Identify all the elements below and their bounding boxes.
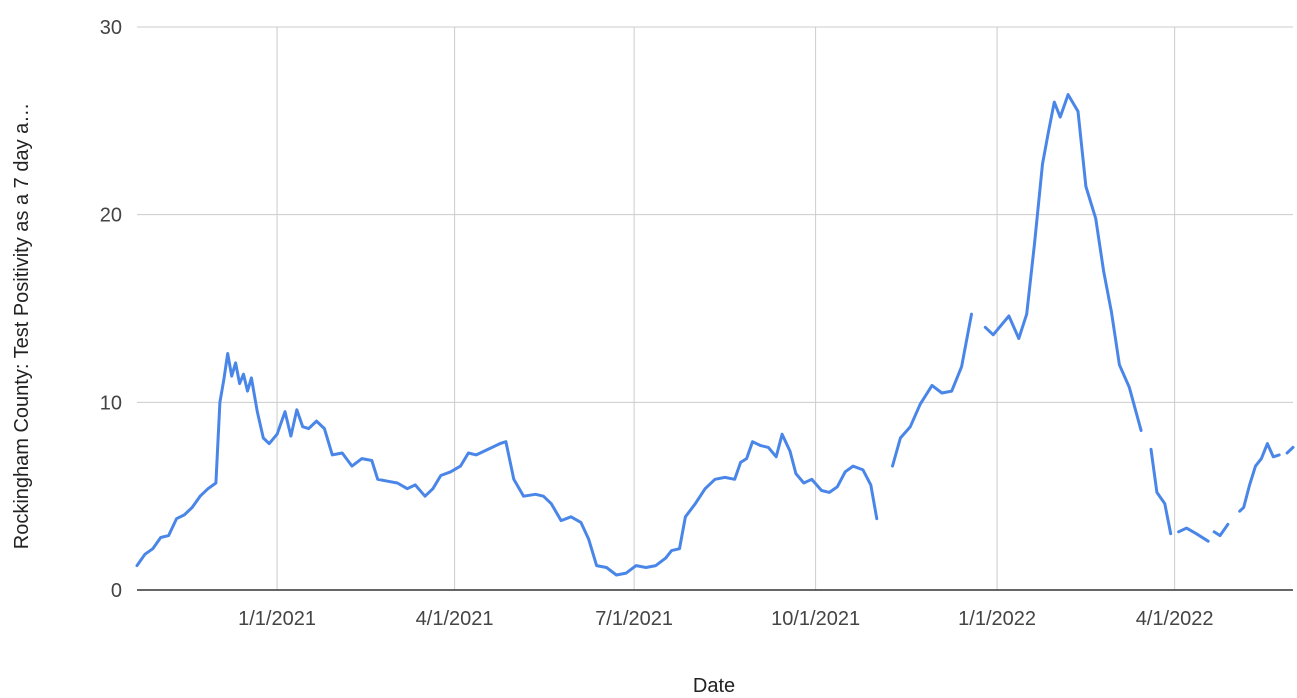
series-line-segment — [1177, 526, 1210, 543]
y-tick-label: 0 — [111, 580, 122, 602]
x-axis-ticks: 1/1/2021 4/1/2021 7/1/2021 10/1/2021 1/1/202… — [238, 608, 1213, 630]
series-line-segment — [135, 352, 879, 577]
y-tick-label: 20 — [100, 205, 122, 227]
x-tick-label: 1/1/2022 — [958, 608, 1036, 630]
x-axis-title: Date — [693, 675, 735, 697]
x-tick-label: 7/1/2021 — [595, 608, 673, 630]
x-tick-label: 4/1/2022 — [1136, 608, 1214, 630]
series-line-segment — [1238, 442, 1281, 513]
series-line-segment — [1149, 447, 1173, 536]
series-layer — [135, 93, 1295, 577]
gridlines — [137, 26, 1293, 590]
y-axis-ticks: 0 10 20 30 — [100, 17, 122, 602]
x-tick-label: 1/1/2021 — [238, 608, 316, 630]
y-tick-label: 10 — [100, 392, 122, 414]
series-line-segment — [1285, 445, 1295, 455]
x-tick-label: 10/1/2021 — [771, 608, 860, 630]
series-line-segment — [1212, 522, 1230, 538]
y-tick-label: 30 — [100, 17, 122, 39]
y-axis-title: Rockingham County: Test Positivity as a … — [11, 103, 33, 550]
x-tick-label: 4/1/2021 — [416, 608, 494, 630]
series-line-segment — [983, 93, 1143, 432]
series-line-segment — [891, 312, 973, 468]
